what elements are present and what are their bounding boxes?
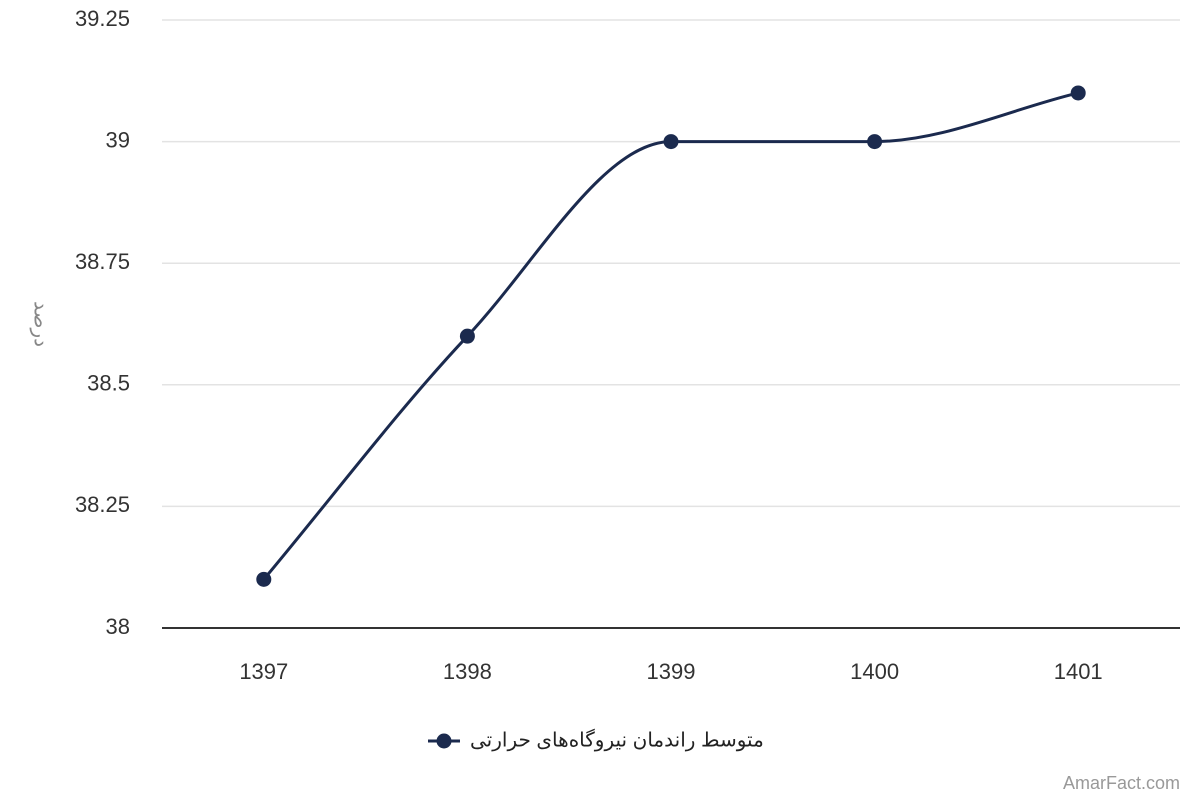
point (459, 328, 475, 344)
point (1070, 85, 1086, 101)
x-tick-label: 1397 (239, 659, 288, 684)
point (256, 571, 272, 587)
x-tick-label: 1398 (443, 659, 492, 684)
y-tick-label: 38.75 (75, 249, 130, 274)
y-tick-label: 38 (106, 614, 130, 639)
line (262, 91, 1079, 581)
y-tick-label: 39.25 (75, 6, 130, 31)
y-tick-label: 39 (106, 127, 130, 152)
x-tick-label: 1399 (647, 659, 696, 684)
y-axis-label: درصد (30, 301, 52, 347)
point (867, 134, 883, 150)
legend-label: متوسط راندمان نیروگاه‌های حرارتی (470, 728, 764, 751)
y-tick-label: 38.25 (75, 492, 130, 517)
legend-marker (436, 733, 452, 749)
point (663, 134, 679, 150)
y-tick-label: 38.5 (87, 371, 130, 396)
watermark: AmarFact.com (1063, 773, 1180, 793)
x-tick-label: 1401 (1054, 659, 1103, 684)
x-tick-label: 1400 (850, 659, 899, 684)
